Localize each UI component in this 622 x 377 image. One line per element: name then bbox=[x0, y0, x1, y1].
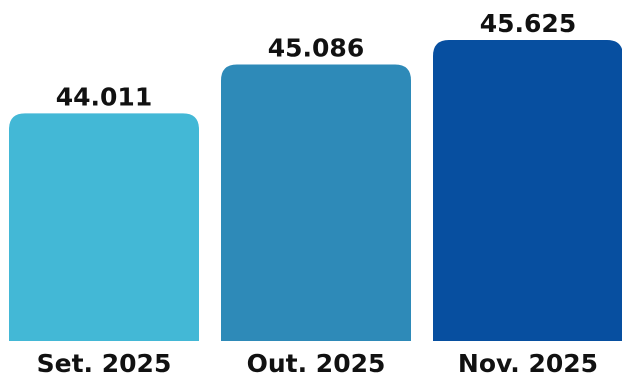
category-label-2: Out. 2025 bbox=[247, 349, 386, 377]
bar-3 bbox=[433, 40, 622, 341]
value-label-1: 44.011 bbox=[56, 82, 152, 111]
value-label-2: 45.086 bbox=[268, 33, 364, 62]
category-label-1: Set. 2025 bbox=[37, 349, 172, 377]
value-label-3: 45.625 bbox=[480, 9, 576, 38]
bars-layer bbox=[9, 40, 622, 342]
category-labels-layer: Set. 2025 Out. 2025 Nov. 2025 bbox=[37, 349, 598, 377]
value-labels-layer: 44.011 45.086 45.625 bbox=[56, 9, 576, 111]
category-label-3: Nov. 2025 bbox=[458, 349, 598, 377]
bar-1 bbox=[9, 113, 199, 341]
bar-2 bbox=[221, 64, 411, 342]
